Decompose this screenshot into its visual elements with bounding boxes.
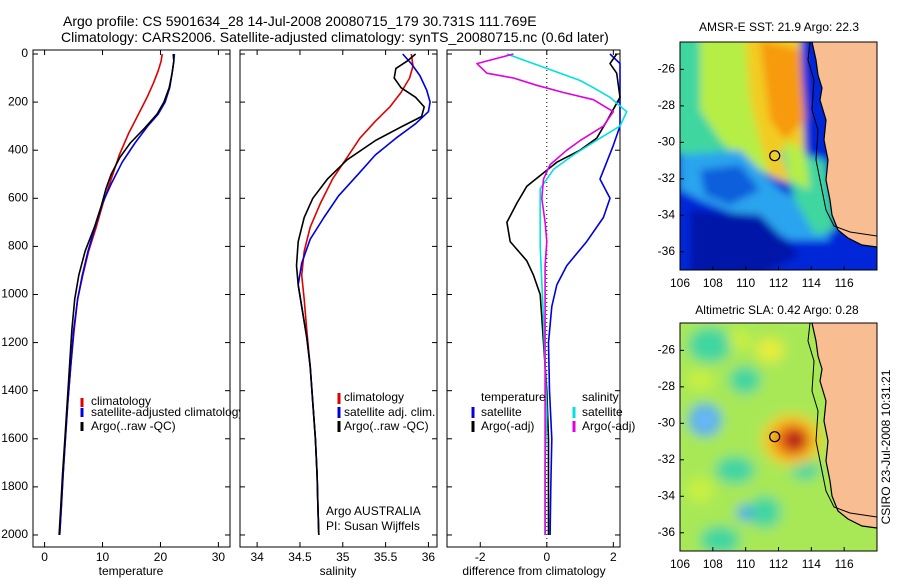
x-tick-label: 30 bbox=[212, 550, 226, 564]
diff-legend-temp-satellite: satellite bbox=[481, 405, 522, 419]
series-line-2 bbox=[295, 53, 425, 536]
map-y-tick-label: -34 bbox=[658, 207, 676, 221]
sla-land bbox=[812, 323, 877, 528]
series-line-0 bbox=[547, 53, 621, 536]
x-tick-label: -2 bbox=[475, 550, 486, 564]
x-tick-label: 0 bbox=[41, 550, 48, 564]
y-tick-label: 800 bbox=[8, 239, 28, 253]
y-tick-label: 1000 bbox=[1, 287, 28, 301]
x-tick-label: 34 bbox=[250, 550, 264, 564]
sst-coastline bbox=[811, 42, 877, 248]
sst-float-marker bbox=[769, 150, 781, 162]
map-y-tick-label: -30 bbox=[658, 415, 676, 429]
map-x-tick-label: 114 bbox=[802, 276, 821, 290]
sal-legend-satellite: satellite adj. clim. bbox=[344, 405, 435, 419]
sla-map-title: Altimetric SLA: 0.42 Argo: 0.28 bbox=[695, 303, 859, 317]
diff-legend-sal-satellite: satellite bbox=[582, 405, 623, 419]
map-y-tick-label: -30 bbox=[658, 134, 676, 148]
y-tick-label: 1400 bbox=[1, 383, 28, 397]
sal-legend-argo: Argo(..raw -QC) bbox=[344, 419, 429, 433]
map-y-tick-label: -26 bbox=[658, 62, 676, 76]
map-x-tick-label: 108 bbox=[703, 557, 723, 571]
temperature-x-label: temperature bbox=[99, 564, 164, 578]
map-x-tick-label: 106 bbox=[670, 557, 690, 571]
sst-map: 106 108 110 112 114 116 -26 -28 -30 -32 -34 -36 bbox=[658, 41, 878, 290]
map-x-tick-label: 110 bbox=[736, 557, 755, 571]
map-x-tick-label: 116 bbox=[835, 276, 854, 290]
salinity-panel: 34 34.5 35 35.5 36 salinity climatology sate… bbox=[239, 49, 438, 578]
y-tick-label: 1800 bbox=[1, 479, 28, 493]
sla-map: 106 108 110 112 114 116 -26 -28 -30 -32 -34 -36 bbox=[658, 322, 878, 571]
map-x-tick-label: 116 bbox=[835, 557, 854, 571]
temp-legend-climatology: climatology bbox=[91, 394, 151, 408]
map-y-tick-label: -26 bbox=[658, 343, 676, 357]
sst-land bbox=[812, 42, 877, 247]
argo-country-annotation: Argo AUSTRALIA bbox=[326, 504, 421, 518]
y-tick-label: 200 bbox=[8, 94, 28, 108]
map-y-tick-label: -32 bbox=[658, 452, 676, 466]
map-y-tick-label: -36 bbox=[658, 244, 676, 258]
difference-x-label: difference from climatology bbox=[462, 564, 605, 578]
map-x-tick-label: 112 bbox=[769, 557, 788, 571]
temp-legend-satellite: satellite-adjusted climatology bbox=[91, 405, 244, 419]
salinity-x-label: salinity bbox=[320, 564, 357, 578]
header-line-2: Climatology: CARS2006. Satellite-adjuste… bbox=[61, 29, 609, 45]
x-tick-label: 0 bbox=[543, 550, 550, 564]
series-line-2 bbox=[58, 53, 175, 536]
header-line-1: Argo profile: CS 5901634_28 14-Jul-2008 … bbox=[63, 13, 537, 29]
temperature-legend: climatology satellite-adjusted climatolo… bbox=[80, 394, 244, 433]
sal-legend-climatology: climatology bbox=[344, 390, 404, 404]
y-tick-label: 1200 bbox=[1, 335, 28, 349]
x-tick-label: 20 bbox=[154, 550, 168, 564]
map-y-tick-label: -36 bbox=[658, 525, 676, 539]
map-x-tick-label: 114 bbox=[802, 557, 821, 571]
map-y-tick-label: -34 bbox=[658, 488, 676, 502]
x-tick-label: 34.5 bbox=[288, 550, 312, 564]
sla-isobath-line bbox=[807, 323, 877, 518]
x-tick-label: 2 bbox=[610, 550, 617, 564]
y-tick-label: 2000 bbox=[1, 527, 28, 541]
x-tick-label: 35.5 bbox=[374, 550, 398, 564]
temperature-panel: 0 10 20 30 0 200 400 600 800 1000 1200 1400 1600 1800… bbox=[1, 46, 244, 578]
sst-isobath-line bbox=[807, 42, 877, 237]
difference-legend: temperature satellite Argo(-adj) salinit… bbox=[471, 390, 635, 433]
temp-legend-argo: Argo(..raw -QC) bbox=[91, 419, 176, 433]
y-tick-label: 600 bbox=[8, 190, 28, 204]
map-x-tick-label: 106 bbox=[670, 276, 690, 290]
map-x-tick-label: 108 bbox=[703, 276, 723, 290]
series-line-3 bbox=[476, 53, 615, 535]
diff-legend-temperature-heading: temperature bbox=[481, 390, 546, 404]
y-tick-label: 0 bbox=[21, 46, 28, 60]
pi-annotation: PI: Susan Wijffels bbox=[326, 519, 420, 533]
sst-map-title: AMSR-E SST: 21.9 Argo: 22.3 bbox=[699, 20, 859, 34]
x-tick-label: 10 bbox=[96, 550, 110, 564]
map-y-tick-label: -28 bbox=[658, 98, 676, 112]
salinity-legend: climatology satellite adj. clim. Argo(..… bbox=[337, 390, 435, 433]
map-y-tick-label: -28 bbox=[658, 379, 676, 393]
sla-float-marker bbox=[769, 431, 781, 443]
difference-panel: -2 0 2 difference from climatology tempera… bbox=[446, 49, 635, 578]
map-x-tick-label: 112 bbox=[769, 276, 788, 290]
csiro-timestamp-label: CSIRO 23-Jul-2008 10:31:21 bbox=[879, 369, 893, 524]
diff-legend-salinity-heading: salinity bbox=[582, 390, 619, 404]
y-tick-label: 1600 bbox=[1, 431, 28, 445]
map-y-tick-label: -32 bbox=[658, 171, 676, 185]
map-x-tick-label: 110 bbox=[736, 276, 755, 290]
y-tick-label: 400 bbox=[8, 142, 28, 156]
x-tick-label: 35 bbox=[336, 550, 350, 564]
x-tick-label: 36 bbox=[422, 550, 436, 564]
sla-coastline bbox=[811, 323, 877, 529]
series-line-2 bbox=[506, 53, 628, 535]
diff-legend-temp-argo: Argo(-adj) bbox=[481, 419, 534, 433]
diff-legend-sal-argo: Argo(-adj) bbox=[582, 419, 635, 433]
